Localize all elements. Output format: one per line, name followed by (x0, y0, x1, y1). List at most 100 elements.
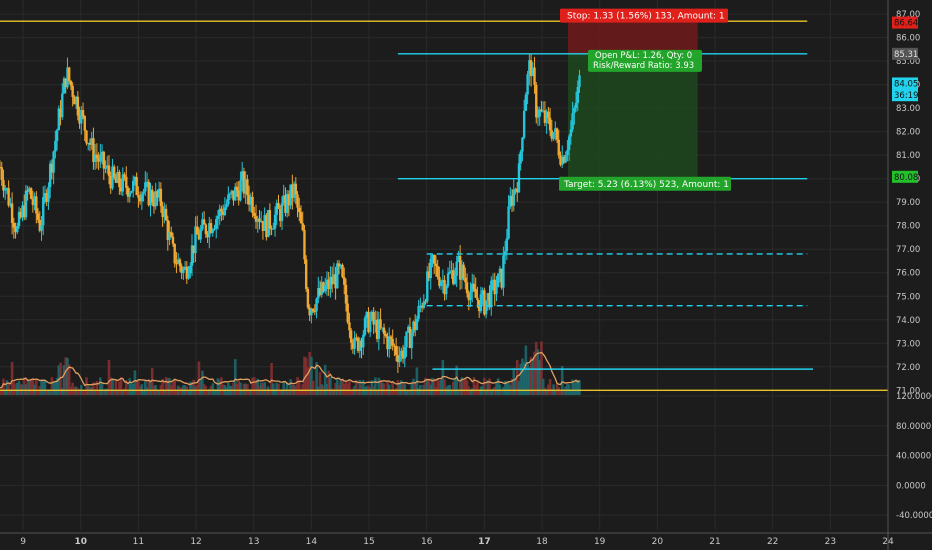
time-tick-label: 23 (825, 537, 836, 547)
volume-bar (313, 389, 317, 395)
candle-body (93, 154, 97, 162)
volume-bar (263, 381, 266, 395)
volume-bar (256, 378, 260, 395)
volume-bar (140, 384, 144, 395)
candle-body (244, 179, 247, 194)
volume-bar (105, 388, 109, 395)
volume-bar (522, 361, 526, 395)
rr-label: Risk/Reward Ratio: 3.93 (593, 61, 694, 71)
volume-bar (254, 381, 258, 395)
candle-body (90, 138, 93, 145)
candle-body (486, 293, 490, 301)
candle-body (522, 110, 526, 138)
candle-body (514, 188, 517, 190)
candle-body (301, 223, 304, 231)
volume-bar (107, 359, 111, 395)
volume-bar (92, 382, 95, 395)
volume-bar (123, 388, 126, 395)
candle-body (519, 151, 522, 164)
volume-bar (477, 389, 481, 395)
volume-bar (121, 390, 125, 395)
volume-bar (157, 390, 161, 395)
volume-bar (36, 389, 40, 395)
candle-body (14, 227, 17, 233)
volume-bar (524, 345, 528, 395)
volume-bar (545, 389, 548, 395)
candle-body (266, 210, 270, 238)
candle-body (73, 97, 76, 105)
candle-body (415, 318, 419, 330)
candle-body (137, 194, 140, 198)
candle-body (576, 86, 579, 103)
stop-price-label-box (892, 16, 918, 29)
volume-bar (114, 379, 118, 395)
volume-ma-line (0, 351, 580, 389)
volume-bar (557, 387, 561, 395)
candle-body (419, 305, 422, 307)
volume-bar (3, 389, 7, 395)
volume-bar (465, 380, 469, 395)
volume-bar (325, 383, 329, 395)
volume-bar (35, 380, 38, 395)
candle-body (571, 113, 574, 130)
candle-body (367, 312, 370, 333)
candle-body (147, 181, 150, 206)
candle-body (202, 219, 206, 225)
volume-bar (124, 380, 128, 395)
volume-bar (93, 389, 97, 395)
position-tool[interactable] (567, 22, 698, 177)
candle-body (81, 110, 85, 117)
candle-body (310, 308, 313, 316)
candle-body (272, 228, 275, 230)
candle-body (102, 151, 105, 169)
candle-body (187, 273, 190, 279)
candle-body (221, 211, 225, 215)
volume-bar (297, 379, 301, 395)
volume-bar (206, 389, 209, 395)
price-tick-label: 73.00 (896, 339, 920, 349)
candle-body (285, 194, 289, 213)
candle-body (119, 187, 123, 192)
candle-body (554, 128, 557, 133)
indicator-tick-label: 80.0000 (896, 422, 931, 432)
candle-body (445, 285, 448, 295)
time-tick-label: 11 (133, 537, 144, 547)
candle-body (31, 198, 35, 206)
candle-body (362, 334, 365, 348)
candle-body (452, 270, 455, 284)
candle-body (28, 188, 31, 192)
candle-body (140, 194, 144, 202)
candle-body (464, 277, 467, 283)
volume-bar (351, 388, 355, 395)
candle-body (156, 191, 159, 198)
candle-body (112, 166, 116, 178)
candle-body (85, 130, 88, 144)
candle-body (488, 293, 491, 308)
candle-body (128, 192, 131, 197)
volume-bar (488, 378, 491, 395)
candle-body (540, 109, 543, 112)
candle-body (57, 108, 61, 131)
volume-bar (240, 389, 244, 395)
candle-body (439, 281, 443, 286)
candle-body (538, 109, 541, 117)
volume-bar (112, 390, 116, 395)
volume-bar (408, 390, 412, 395)
candle-body (220, 208, 223, 212)
volume-bar (341, 378, 344, 395)
volume-bar (438, 380, 441, 395)
time-tick-label: 19 (594, 537, 606, 547)
candle-body (133, 177, 137, 181)
candle-body (528, 60, 531, 75)
candle-body (88, 142, 92, 145)
candle-body (339, 264, 342, 267)
volume-bar (495, 382, 498, 395)
volume-bar (336, 378, 339, 395)
volume-bar (361, 380, 365, 395)
candle-body (35, 196, 38, 214)
volume-bar (285, 382, 289, 395)
candle-body (403, 347, 406, 359)
candle-body (138, 197, 142, 202)
candle-body (566, 150, 569, 156)
